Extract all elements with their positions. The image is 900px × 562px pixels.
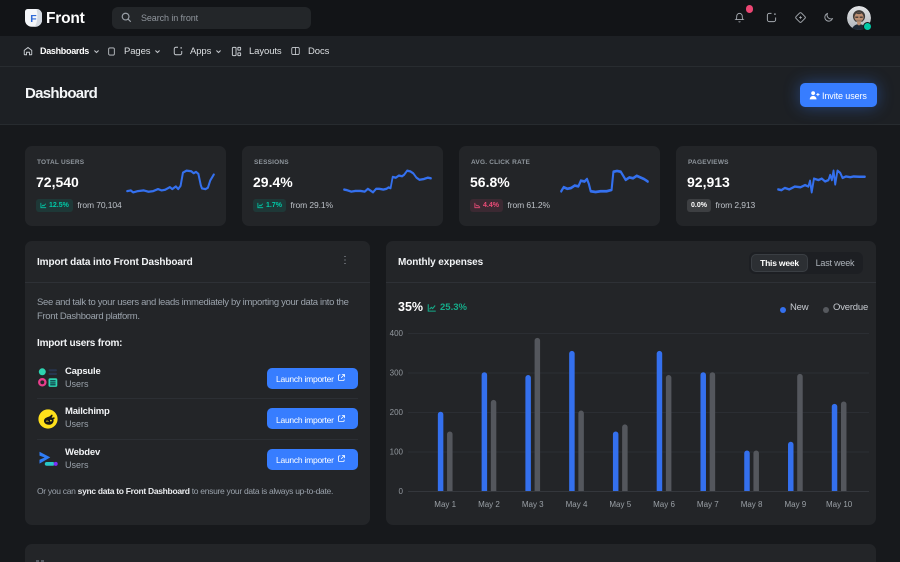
svg-text:May 8: May 8 (741, 500, 763, 509)
svg-text:F: F (30, 13, 37, 25)
svg-text:May 10: May 10 (826, 500, 853, 509)
svg-text:100: 100 (390, 448, 404, 457)
svg-text:May 3: May 3 (522, 500, 544, 509)
svg-text:May 2: May 2 (478, 500, 500, 509)
svg-text:May 6: May 6 (653, 500, 675, 509)
svg-text:May 5: May 5 (609, 500, 631, 509)
svg-text:300: 300 (390, 369, 404, 378)
svg-text:May 7: May 7 (697, 500, 719, 509)
svg-text:May 4: May 4 (566, 500, 588, 509)
svg-text:200: 200 (390, 408, 404, 417)
svg-text:May 1: May 1 (434, 500, 456, 509)
svg-text:0: 0 (399, 487, 404, 496)
svg-text:May 9: May 9 (784, 500, 806, 509)
svg-text:400: 400 (390, 329, 404, 338)
